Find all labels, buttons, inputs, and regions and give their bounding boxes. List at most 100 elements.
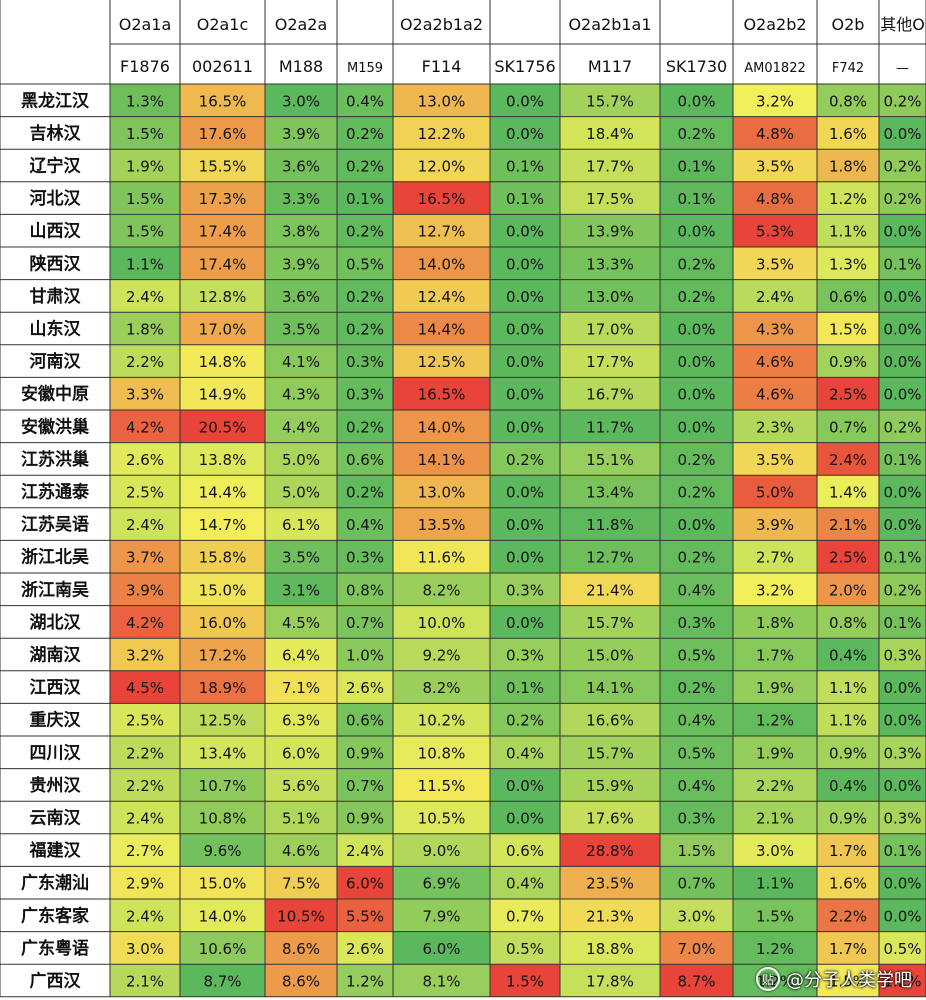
cell-value: 21.3%: [586, 907, 634, 925]
heat-cell: [490, 866, 560, 899]
cell-value: 1.6%: [829, 875, 867, 893]
heat-cell: [180, 866, 265, 899]
cell-value: 0.9%: [346, 744, 384, 762]
cell-value: 0.1%: [883, 549, 921, 567]
row-label: 黑龙江汉: [21, 90, 90, 111]
cell-value: 0.7%: [346, 614, 384, 632]
cell-value: 0.0%: [506, 516, 544, 534]
heat-cell: [817, 181, 879, 215]
row-label-cell: [0, 181, 110, 215]
cell-value: 0.6%: [346, 712, 384, 730]
cell-value: 0.9%: [829, 744, 867, 762]
cell-value: 10.6%: [199, 940, 247, 958]
cell-value: 0.6%: [346, 451, 384, 469]
heat-cell: [817, 540, 879, 573]
cell-value: 13.9%: [586, 223, 634, 241]
heat-cell: [337, 247, 393, 280]
cell-value: 15.0%: [199, 875, 247, 893]
cell-value: 0.1%: [883, 614, 921, 632]
heat-cell: [393, 736, 490, 769]
heat-cell: [733, 442, 817, 476]
marker-label: F742: [832, 61, 864, 76]
heat-cell: [817, 214, 879, 247]
heat-cell: [879, 670, 926, 704]
cell-value: 21.4%: [586, 581, 634, 599]
cell-value: 0.0%: [506, 255, 544, 273]
cell-value: 14.1%: [418, 451, 466, 469]
cell-value: 8.7%: [203, 973, 241, 991]
heat-cell: [560, 573, 660, 606]
cell-value: 10.8%: [418, 744, 466, 762]
heat-cell: [490, 638, 560, 671]
heat-cell: [560, 344, 660, 378]
row-label: 湖北汉: [30, 613, 82, 633]
cell-value: 2.1%: [829, 516, 867, 534]
heat-cell: [490, 442, 560, 476]
heat-cell: [733, 605, 817, 639]
heat-cell: [733, 833, 817, 867]
heat-cell: [560, 638, 660, 671]
cell-value: 14.9%: [199, 386, 247, 404]
cell-value: 16.5%: [199, 92, 247, 110]
heat-cell: [393, 768, 490, 802]
cell-value: 0.3%: [346, 353, 384, 371]
heat-cell: [180, 149, 265, 182]
row-label: 江苏通泰: [21, 482, 90, 503]
cell-value: 8.2%: [422, 679, 460, 697]
heat-cell: [337, 540, 393, 573]
heat-cell: [265, 214, 337, 247]
row-label-cell: [0, 866, 110, 899]
heat-cell: [733, 573, 817, 606]
heat-cell: [180, 964, 265, 997]
cell-value: 6.9%: [422, 875, 460, 893]
row-label-cell: [0, 377, 110, 410]
heat-cell: [490, 964, 560, 997]
cell-value: 0.2%: [346, 321, 384, 339]
cell-value: 0.0%: [883, 712, 921, 730]
cell-value: 15.1%: [586, 451, 634, 469]
cell-value: 7.5%: [282, 875, 320, 893]
cell-value: 0.1%: [677, 158, 715, 176]
heat-cell: [393, 507, 490, 541]
cell-value: 0.4%: [677, 712, 715, 730]
cell-value: 0.0%: [883, 875, 921, 893]
cell-value: 2.2%: [829, 907, 867, 925]
heat-cell: [660, 670, 733, 704]
heat-cell: [560, 116, 660, 150]
cell-value: 4.2%: [126, 418, 164, 436]
cell-value: 2.1%: [756, 810, 794, 828]
heat-cell: [110, 703, 180, 736]
heat-cell: [490, 214, 560, 247]
heat-cell: [879, 84, 926, 117]
cell-value: 0.1%: [346, 190, 384, 208]
heat-cell: [660, 899, 733, 932]
cell-value: 0.2%: [677, 549, 715, 567]
heat-cell: [817, 442, 879, 476]
heat-cell: [490, 703, 560, 736]
cell-value: 3.5%: [756, 158, 794, 176]
heat-cell: [110, 312, 180, 345]
heat-cell: [180, 116, 265, 150]
heat-cell: [879, 638, 926, 671]
heat-cell: [393, 214, 490, 247]
cell-value: 2.6%: [126, 451, 164, 469]
cell-value: 11.5%: [418, 777, 466, 795]
heat-cell: [879, 931, 926, 965]
cell-value: 0.1%: [506, 679, 544, 697]
cell-value: 0.3%: [883, 810, 921, 828]
heat-cell: [490, 410, 560, 443]
haplogroup-label: 其他O: [880, 15, 925, 34]
heat-cell: [817, 573, 879, 606]
heat-cell: [733, 899, 817, 932]
cell-value: 1.5%: [829, 321, 867, 339]
heat-cell: [337, 899, 393, 932]
heat-cell: [817, 149, 879, 182]
cell-value: 6.4%: [282, 647, 320, 665]
cell-value: 5.0%: [756, 484, 794, 502]
heat-cell: [180, 931, 265, 965]
row-label-cell: [0, 899, 110, 932]
cell-value: 13.0%: [586, 288, 634, 306]
cell-value: 3.5%: [756, 451, 794, 469]
cell-value: 16.5%: [418, 386, 466, 404]
heat-cell: [180, 768, 265, 802]
